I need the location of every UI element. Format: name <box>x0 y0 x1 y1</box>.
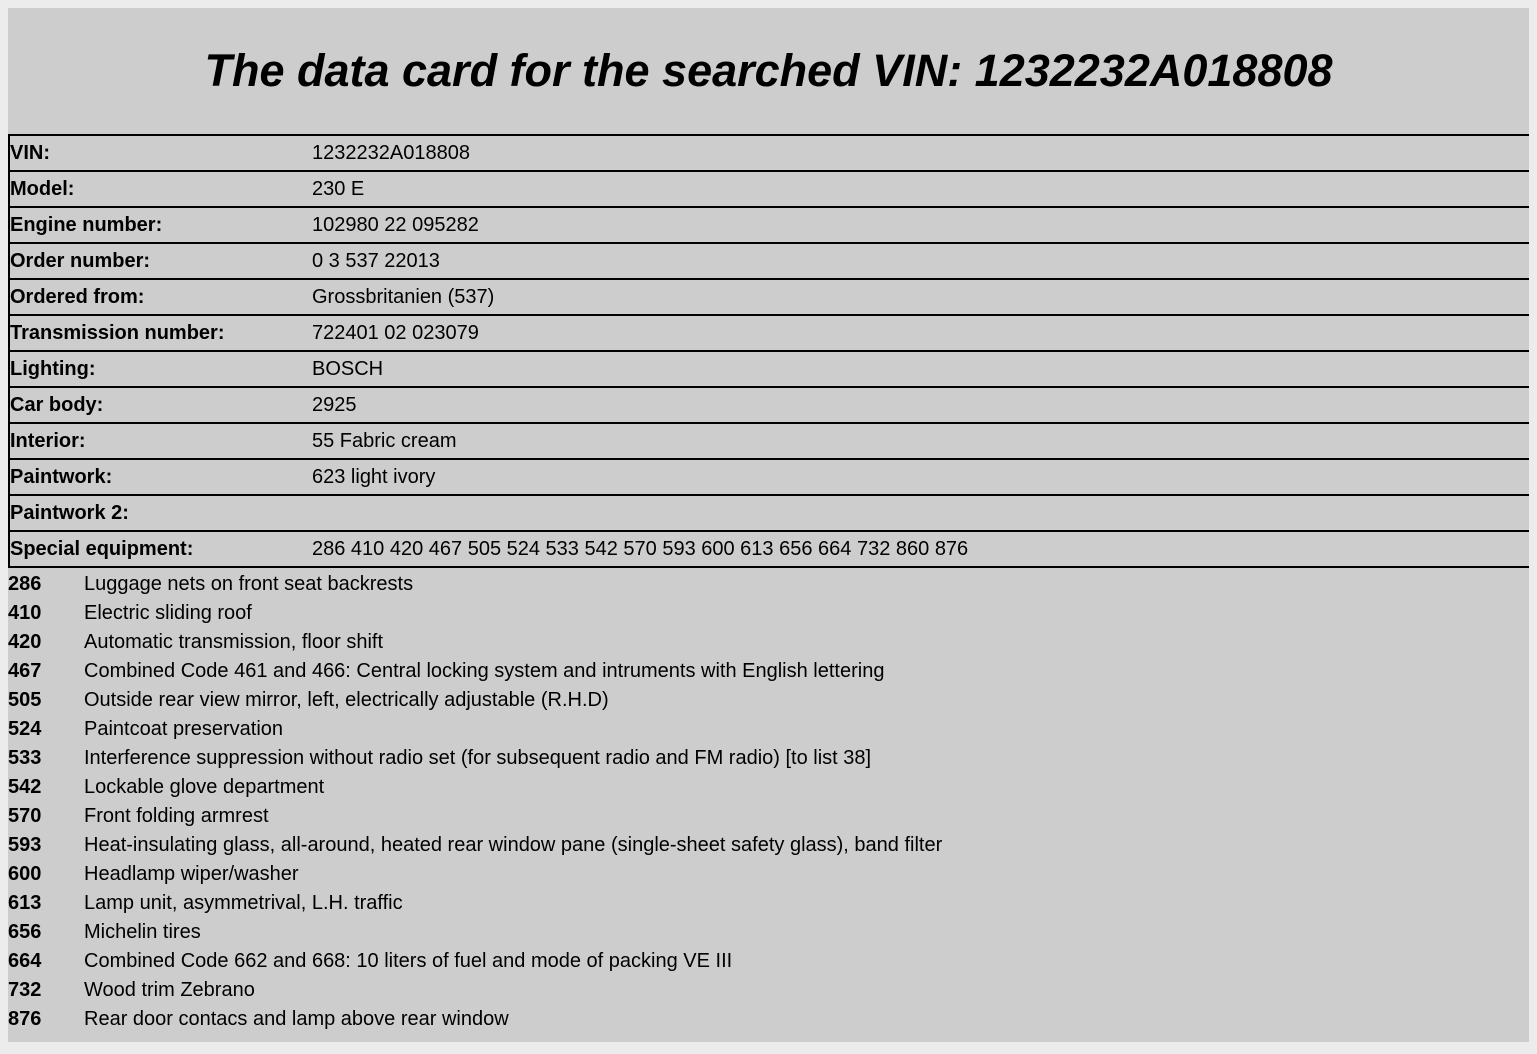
field-value: 55 Fabric cream <box>312 430 457 452</box>
data-card-content: The data card for the searched VIN: 1232… <box>8 8 1529 1042</box>
field-value: 1232232A018808 <box>312 142 470 164</box>
field-label: Model: <box>10 178 75 200</box>
equipment-row: 286 Luggage nets on front seat backrests <box>8 570 1529 599</box>
equipment-row: 467 Combined Code 461 and 466: Central lo… <box>8 657 1529 686</box>
field-row: Paintwork: 623 light ivory <box>9 459 1529 495</box>
field-value: 623 light ivory <box>312 466 436 488</box>
equipment-code: 600 <box>8 863 42 885</box>
field-label: Order number: <box>10 250 151 272</box>
field-label: Transmission number: <box>10 322 225 344</box>
field-row: Ordered from: Grossbritanien (537) <box>9 279 1529 315</box>
equipment-description: Michelin tires <box>84 921 201 943</box>
field-row: Paintwork 2: <box>9 495 1529 531</box>
equipment-code: 505 <box>8 689 42 711</box>
field-row: Transmission number: 722401 02 023079 <box>9 315 1529 351</box>
equipment-description: Heat-insulating glass, all-around, heate… <box>84 834 943 856</box>
field-label: Engine number: <box>10 214 163 236</box>
equipment-row: 570 Front folding armrest <box>8 802 1529 831</box>
equipment-row: 732 Wood trim Zebrano <box>8 976 1529 1005</box>
field-label: Interior: <box>10 430 86 452</box>
field-value: 722401 02 023079 <box>312 322 479 344</box>
equipment-row: 600 Headlamp wiper/washer <box>8 860 1529 889</box>
equipment-description: Interference suppression without radio s… <box>84 747 872 769</box>
field-value: BOSCH <box>312 358 384 380</box>
equipment-description: Luggage nets on front seat backrests <box>84 573 414 595</box>
equipment-row: 613 Lamp unit, asymmetrival, L.H. traffic <box>8 889 1529 918</box>
equipment-description: Front folding armrest <box>84 805 269 827</box>
equipment-description: Headlamp wiper/washer <box>84 863 299 885</box>
equipment-description: Electric sliding roof <box>84 602 252 624</box>
equipment-description: Rear door contacs and lamp above rear wi… <box>84 1008 509 1030</box>
equipment-codes-table: 286 Luggage nets on front seat backrests 4… <box>8 570 1529 1034</box>
field-row: Order number: 0 3 537 22013 <box>9 243 1529 279</box>
equipment-description: Lamp unit, asymmetrival, L.H. traffic <box>84 892 403 914</box>
equipment-row: 505 Outside rear view mirror, left, elect… <box>8 686 1529 715</box>
equipment-row: 656 Michelin tires <box>8 918 1529 947</box>
equipment-code: 876 <box>8 1008 42 1030</box>
field-row: Engine number: 102980 22 095282 <box>9 207 1529 243</box>
equipment-row: 410 Electric sliding roof <box>8 599 1529 628</box>
equipment-code: 593 <box>8 834 42 856</box>
equipment-code: 664 <box>8 950 42 972</box>
field-value: 2925 <box>312 394 357 416</box>
field-row: Car body: 2925 <box>9 387 1529 423</box>
field-label: Special equipment: <box>10 538 194 560</box>
equipment-code: 524 <box>8 718 42 740</box>
field-value: 286 410 420 467 505 524 533 542 570 593 … <box>312 538 969 560</box>
equipment-code: 656 <box>8 921 42 943</box>
equipment-row: 533 Interference suppression without radi… <box>8 744 1529 773</box>
field-value: 0 3 537 22013 <box>312 250 440 272</box>
equipment-row: 524 Paintcoat preservation <box>8 715 1529 744</box>
equipment-description: Lockable glove department <box>84 776 325 798</box>
equipment-code: 542 <box>8 776 42 798</box>
equipment-description: Outside rear view mirror, left, electric… <box>84 689 609 711</box>
field-label: Paintwork: <box>10 466 113 488</box>
field-label: Ordered from: <box>10 286 145 308</box>
equipment-code: 732 <box>8 979 42 1001</box>
field-value: 230 E <box>312 178 365 200</box>
field-row: VIN: 1232232A018808 <box>9 135 1529 171</box>
field-value <box>312 495 1529 531</box>
page-title: The data card for the searched VIN: 1232… <box>204 45 1333 96</box>
equipment-description: Combined Code 662 and 668: 10 liters of … <box>84 950 733 972</box>
field-value: Grossbritanien (537) <box>312 286 495 308</box>
equipment-code: 570 <box>8 805 42 827</box>
vehicle-fields-table: VIN: 1232232A018808 Model: 230 E Engine numb… <box>8 134 1529 568</box>
vehicle-fields-body: VIN: 1232232A018808 Model: 230 E Engine numb… <box>9 135 1529 567</box>
equipment-code: 410 <box>8 602 42 624</box>
equipment-description: Wood trim Zebrano <box>84 979 255 1001</box>
field-row: Lighting: BOSCH <box>9 351 1529 387</box>
page-header: The data card for the searched VIN: 1232… <box>8 8 1529 134</box>
equipment-row: 542 Lockable glove department <box>8 773 1529 802</box>
field-label: Lighting: <box>10 358 96 380</box>
field-label: Paintwork 2: <box>10 502 129 524</box>
field-value: 102980 22 095282 <box>312 214 479 236</box>
equipment-description: Combined Code 461 and 466: Central locki… <box>84 660 885 682</box>
equipment-row: 876 Rear door contacs and lamp above rear… <box>8 1005 1529 1034</box>
field-label: Car body: <box>10 394 104 416</box>
equipment-description: Automatic transmission, floor shift <box>84 631 383 653</box>
field-row: Interior: 55 Fabric cream <box>9 423 1529 459</box>
field-label: VIN: <box>10 142 50 164</box>
equipment-codes-body: 286 Luggage nets on front seat backrests 4… <box>8 570 1529 1034</box>
equipment-row: 420 Automatic transmission, floor shift <box>8 628 1529 657</box>
equipment-row: 593 Heat-insulating glass, all-around, he… <box>8 831 1529 860</box>
equipment-code: 533 <box>8 747 42 769</box>
equipment-code: 420 <box>8 631 42 653</box>
equipment-code: 286 <box>8 573 42 595</box>
equipment-row: 664 Combined Code 662 and 668: 10 liters … <box>8 947 1529 976</box>
equipment-description: Paintcoat preservation <box>84 718 284 740</box>
field-row: Model: 230 E <box>9 171 1529 207</box>
field-row: Special equipment: 286 410 420 467 505 52… <box>9 531 1529 567</box>
equipment-code: 467 <box>8 660 42 682</box>
equipment-code: 613 <box>8 892 42 914</box>
